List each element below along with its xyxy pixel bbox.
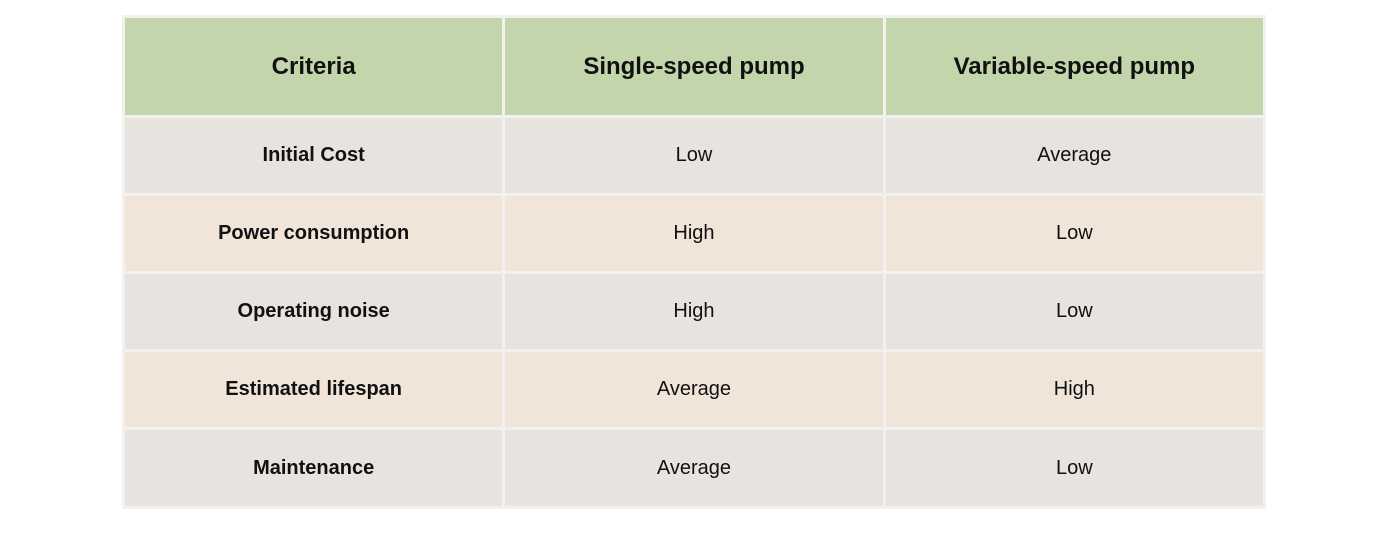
variable-speed-cell: Low (885, 274, 1263, 349)
table-row: Power consumption High Low (125, 196, 1263, 271)
variable-speed-cell: Average (885, 118, 1263, 193)
header-criteria: Criteria (125, 18, 503, 115)
variable-speed-cell: Low (885, 430, 1263, 506)
pump-comparison-table: Criteria Single-speed pump Variable-spee… (122, 15, 1266, 509)
single-speed-cell: Average (505, 352, 883, 427)
criteria-cell: Power consumption (125, 196, 503, 271)
table-row: Initial Cost Low Average (125, 118, 1263, 193)
variable-speed-cell: High (885, 352, 1263, 427)
criteria-cell: Initial Cost (125, 118, 503, 193)
criteria-cell: Operating noise (125, 274, 503, 349)
table-row: Estimated lifespan Average High (125, 352, 1263, 427)
single-speed-cell: Low (505, 118, 883, 193)
comparison-table-container: Criteria Single-speed pump Variable-spee… (122, 15, 1266, 509)
single-speed-cell: High (505, 274, 883, 349)
header-variable-speed-pump: Variable-speed pump (885, 18, 1263, 115)
single-speed-cell: High (505, 196, 883, 271)
table-row: Maintenance Average Low (125, 430, 1263, 506)
header-single-speed-pump: Single-speed pump (505, 18, 883, 115)
table-row: Operating noise High Low (125, 274, 1263, 349)
criteria-cell: Estimated lifespan (125, 352, 503, 427)
table-header-row: Criteria Single-speed pump Variable-spee… (125, 18, 1263, 115)
criteria-cell: Maintenance (125, 430, 503, 506)
single-speed-cell: Average (505, 430, 883, 506)
variable-speed-cell: Low (885, 196, 1263, 271)
